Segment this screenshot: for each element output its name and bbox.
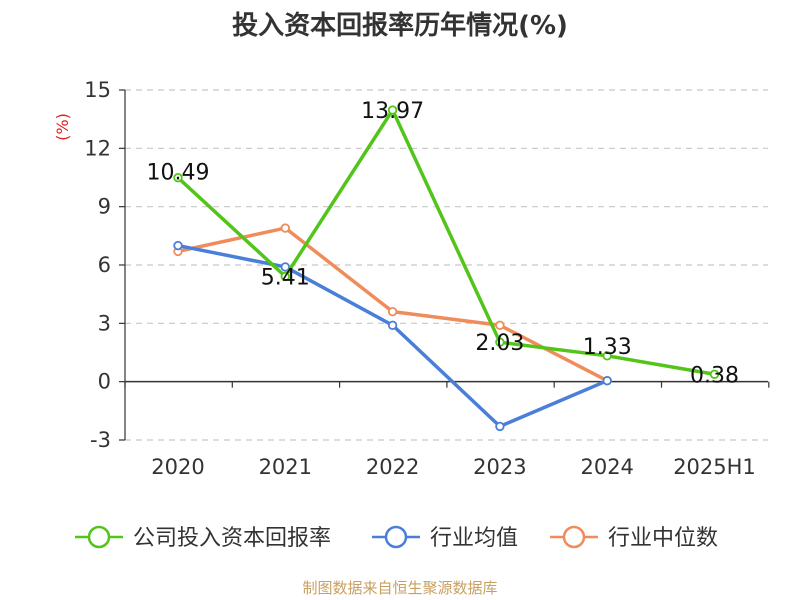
data-point[interactable] <box>495 337 505 347</box>
series-0 <box>173 105 720 379</box>
data-point[interactable] <box>602 375 612 386</box>
series-line <box>177 226 609 383</box>
y-tick-label: 6 <box>98 253 111 277</box>
data-label: 0.38 <box>690 363 739 388</box>
legend-label: 行业均值 <box>430 526 518 551</box>
data-point[interactable] <box>280 262 290 272</box>
data-point[interactable] <box>387 320 398 330</box>
y-tick-label: -3 <box>90 428 111 452</box>
series-line <box>176 108 715 377</box>
axes: 15 12 9 6 3 0 -3 2020 2021 2022 2023 2024 2025H1 <box>84 78 770 479</box>
legend-swatch-marker <box>87 525 111 549</box>
data-point[interactable] <box>709 369 720 379</box>
legend-item-1[interactable]: 行业均值 <box>372 525 518 551</box>
data-point[interactable] <box>495 320 505 330</box>
data-label: 10.49 <box>147 161 210 186</box>
legend-label: 公司投入资本回报率 <box>133 526 331 551</box>
grid <box>125 89 768 441</box>
y-tick-label: 9 <box>98 195 111 219</box>
legend-swatch-marker <box>384 525 408 549</box>
x-tick-label: 2025H1 <box>673 455 756 479</box>
legend-item-0[interactable]: 公司投入资本回报率 <box>75 525 331 551</box>
data-label: 2.03 <box>475 331 524 356</box>
series-1 <box>173 240 612 432</box>
legend-item-2[interactable]: 行业中位数 <box>550 525 718 551</box>
series-line <box>177 243 608 429</box>
series-layer <box>173 105 720 432</box>
source-note: 制图数据来自恒生聚源数据库 <box>302 579 497 597</box>
data-point[interactable] <box>495 421 505 432</box>
x-tick-label: 2021 <box>259 455 312 479</box>
y-tick-label: 0 <box>98 370 111 394</box>
x-tick-label: 2023 <box>473 455 526 479</box>
y-axis-unit: (%) <box>53 113 72 141</box>
data-point[interactable] <box>387 105 398 115</box>
y-tick-label: 12 <box>84 136 111 160</box>
legend-swatch-marker <box>562 525 586 549</box>
chart-title: 投入资本回报率历年情况(%) <box>232 10 568 41</box>
data-point[interactable] <box>173 172 183 183</box>
data-label: 13.97 <box>361 99 424 124</box>
data-point[interactable] <box>280 271 290 282</box>
y-tick-label: 15 <box>84 78 111 102</box>
data-label: 1.33 <box>583 335 632 360</box>
legend-label: 行业中位数 <box>608 526 718 551</box>
data-point[interactable] <box>387 306 398 317</box>
legend[interactable]: 公司投入资本回报率 行业均值 行业中位数 <box>75 525 718 551</box>
data-point[interactable] <box>602 351 612 361</box>
x-tick-label: 2024 <box>580 455 633 479</box>
x-tick-label: 2022 <box>366 455 419 479</box>
data-point[interactable] <box>173 240 183 251</box>
data-point[interactable] <box>280 223 290 233</box>
x-tick-label: 2020 <box>151 455 204 479</box>
y-tick-label: 3 <box>98 311 111 335</box>
series-2 <box>173 223 612 386</box>
data-labels: 10.49 5.41 13.97 2.03 1.33 0.38 <box>147 99 739 388</box>
data-label: 5.41 <box>261 265 310 290</box>
